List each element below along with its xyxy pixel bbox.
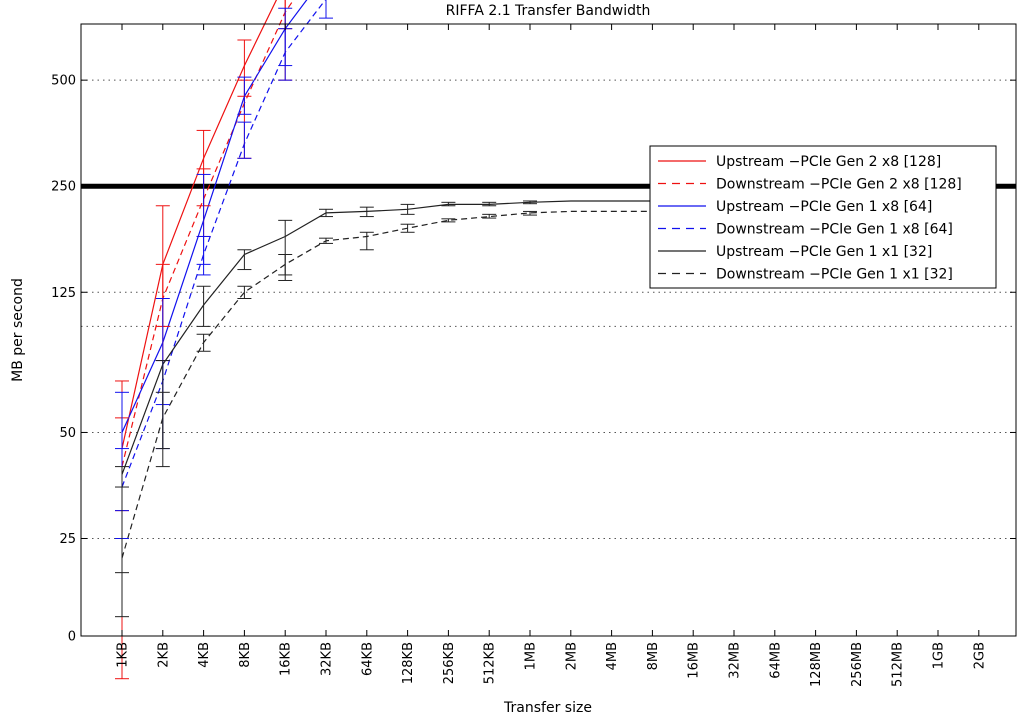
x-tick-label: 512MB — [891, 642, 906, 687]
legend-item-2: Upstream −PCIe Gen 1 x8 [64] — [658, 199, 932, 215]
error-bar-5-1 — [155, 391, 170, 450]
error-bar-4-9 — [482, 201, 497, 207]
legend-label: Downstream −PCIe Gen 1 x1 [32] — [716, 267, 953, 283]
error-bar-4-10 — [523, 200, 537, 205]
x-tick-label: 1KB — [116, 642, 131, 668]
x-tick-label: 32KB — [320, 642, 335, 676]
error-bar-5-9 — [482, 213, 497, 219]
x-tick-label: 128KB — [401, 642, 416, 684]
legend-item-5: Downstream −PCIe Gen 1 x1 [32] — [658, 267, 953, 283]
error-bar-2-3 — [237, 76, 252, 115]
error-bar-5-10 — [523, 210, 537, 216]
x-tick-label: 32MB — [728, 642, 743, 679]
error-bar-5-3 — [237, 285, 252, 300]
x-tick-label: 4KB — [197, 642, 212, 668]
legend-label: Downstream −PCIe Gen 1 x8 [64] — [716, 222, 953, 238]
x-tick-label: 8KB — [238, 642, 253, 668]
x-tick-label: 2KB — [156, 642, 171, 668]
legend-label: Downstream −PCIe Gen 2 x8 [128] — [716, 177, 962, 193]
error-bar-5-7 — [400, 223, 415, 233]
error-bar-5-6 — [359, 231, 374, 251]
x-tick-label: 1GB — [932, 642, 947, 669]
error-bars — [115, 0, 537, 680]
series-line-1 — [121, 0, 295, 467]
error-bar-5-4 — [278, 253, 293, 281]
error-bar-5-5 — [319, 237, 333, 244]
legend-item-4: Upstream −PCIe Gen 1 x1 [32] — [658, 244, 932, 260]
error-bar-5-8 — [441, 218, 456, 223]
y-tick-label: 125 — [51, 286, 76, 301]
error-bar-4-3 — [237, 249, 252, 271]
x-tick-label: 2GB — [972, 642, 987, 669]
y-tick-label: 500 — [51, 74, 76, 89]
legend-item-3: Downstream −PCIe Gen 1 x8 [64] — [658, 222, 953, 238]
legend: Upstream −PCIe Gen 2 x8 [128] Downstream … — [649, 145, 997, 289]
series-line-2 — [121, 0, 308, 433]
chart-title: RIFFA 2.1 Transfer Bandwidth — [446, 3, 651, 19]
x-tick-label: 64KB — [360, 642, 375, 676]
legend-item-0: Upstream −PCIe Gen 2 x8 [128] — [658, 154, 941, 170]
x-tick-label: 256MB — [850, 642, 865, 687]
x-tick-label: 128MB — [809, 642, 824, 687]
error-bar-5-2 — [196, 333, 211, 352]
x-tick-label: 16KB — [279, 642, 294, 676]
legend-label: Upstream −PCIe Gen 1 x1 [32] — [716, 244, 932, 260]
y-axis-title: MB per second — [10, 278, 26, 382]
plot-frame — [80, 23, 1017, 637]
error-bar-3-2 — [196, 235, 211, 276]
gridlines — [81, 79, 1016, 540]
legend-item-1: Downstream −PCIe Gen 2 x8 [128] — [658, 177, 962, 193]
series-line-3 — [121, 0, 326, 488]
x-tick-label: 8MB — [646, 642, 661, 670]
x-tick-label: 4MB — [605, 642, 620, 670]
x-tick-label: 2MB — [564, 642, 579, 670]
axis-ticks: 025501252505001,0001,5002,0003,0004,0001… — [51, 24, 1016, 687]
error-bar-3-5 — [319, 0, 333, 19]
x-axis-title: Transfer size — [503, 700, 592, 716]
y-tick-label: 25 — [59, 532, 76, 547]
x-tick-label: 64MB — [768, 642, 783, 679]
legend-box — [649, 145, 997, 289]
x-tick-label: 1MB — [524, 642, 539, 670]
y-tick-label: 0 — [68, 630, 76, 645]
error-bar-4-5 — [319, 208, 333, 218]
x-tick-label: 256KB — [442, 642, 457, 684]
error-bar-4-2 — [196, 285, 211, 327]
error-bar-5-0 — [115, 486, 129, 574]
x-tick-label: 16MB — [687, 642, 702, 679]
x-tick-label: 512KB — [483, 642, 498, 684]
y-tick-label: 50 — [59, 426, 76, 441]
y-tick-label: 250 — [51, 180, 76, 195]
error-bar-4-6 — [359, 206, 374, 218]
legend-label: Upstream −PCIe Gen 2 x8 [128] — [716, 154, 941, 170]
error-bar-4-7 — [400, 203, 415, 215]
error-bar-4-8 — [441, 201, 456, 207]
error-bar-3-3 — [237, 121, 252, 159]
legend-label: Upstream −PCIe Gen 1 x8 [64] — [716, 199, 932, 215]
